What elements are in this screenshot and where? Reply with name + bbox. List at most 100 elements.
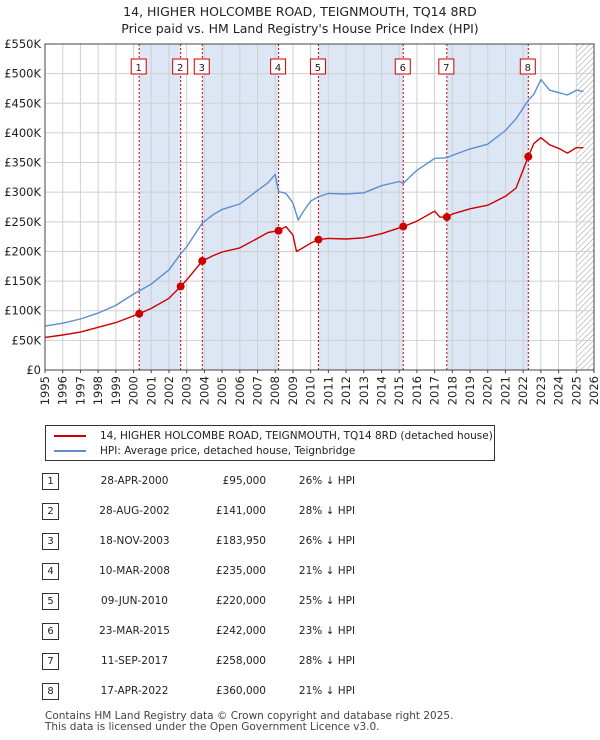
legend-swatch-property bbox=[54, 435, 86, 437]
sale-number-badge: 3 bbox=[42, 533, 59, 550]
sale-marker-label: 6 bbox=[400, 63, 406, 74]
sale-marker-label: 4 bbox=[275, 63, 281, 74]
sale-price: £235,000 bbox=[215, 565, 266, 577]
x-tick-label: 2025 bbox=[569, 376, 583, 405]
x-tick-label: 2018 bbox=[445, 376, 459, 405]
x-tick-label: 1995 bbox=[38, 376, 52, 405]
sale-number-badge: 1 bbox=[42, 473, 59, 490]
sale-marker-box bbox=[130, 58, 147, 75]
sale-marker-label: 7 bbox=[443, 63, 449, 74]
x-tick-label: 2006 bbox=[233, 376, 247, 405]
table-row: 4 10-MAR-2008 £235,000 21% ↓ HPI bbox=[42, 562, 482, 582]
sale-number-badge: 4 bbox=[42, 563, 59, 580]
shaded-period bbox=[318, 44, 404, 370]
sale-hpi-diff: 26% ↓ HPI bbox=[298, 475, 356, 487]
x-tick-label: 2001 bbox=[144, 376, 158, 405]
x-tick-label: 2005 bbox=[215, 376, 229, 405]
y-tick-label: £350K bbox=[4, 156, 41, 170]
x-tick-label: 2010 bbox=[304, 376, 318, 405]
x-tick-label: 2014 bbox=[374, 376, 388, 405]
footer-line2: This data is licensed under the Open Gov… bbox=[45, 721, 380, 733]
footer: Contains HM Land Registry data © Crown c… bbox=[45, 711, 453, 733]
x-tick-label: 2007 bbox=[251, 376, 265, 405]
x-tick-label: 2000 bbox=[127, 376, 141, 405]
y-tick-label: £200K bbox=[4, 244, 41, 258]
sale-point bbox=[314, 235, 323, 244]
x-tick-label: 2008 bbox=[268, 376, 282, 405]
sale-point bbox=[198, 256, 207, 265]
sale-date: 10-MAR-2008 bbox=[99, 565, 170, 577]
sale-hpi-diff: 25% ↓ HPI bbox=[298, 595, 356, 607]
x-tick-label: 2004 bbox=[197, 376, 211, 405]
y-tick-label: £150K bbox=[4, 274, 41, 288]
table-row: 7 11-SEP-2017 £258,000 28% ↓ HPI bbox=[42, 652, 482, 672]
x-tick-label: 1996 bbox=[56, 376, 70, 405]
x-tick-label: 2013 bbox=[357, 376, 371, 405]
plot-frame bbox=[44, 43, 595, 371]
footer-line1: Contains HM Land Registry data © Crown c… bbox=[45, 710, 454, 722]
y-tick-label: £500K bbox=[4, 67, 41, 81]
chart-title-line1: 14, HIGHER HOLCOMBE ROAD, TEIGNMOUTH, TQ… bbox=[123, 4, 477, 19]
sale-marker-box bbox=[270, 58, 287, 75]
sale-point bbox=[274, 226, 283, 235]
sale-hpi-diff: 28% ↓ HPI bbox=[298, 505, 356, 517]
sale-date: 23-MAR-2015 bbox=[99, 625, 170, 637]
x-tick-label: 2009 bbox=[286, 376, 300, 405]
sale-price: £95,000 bbox=[222, 475, 266, 487]
table-row: 2 28-AUG-2002 £141,000 28% ↓ HPI bbox=[42, 502, 482, 522]
sale-hpi-diff: 23% ↓ HPI bbox=[298, 625, 356, 637]
x-tick-label: 2019 bbox=[463, 376, 477, 405]
sale-marker-label: 5 bbox=[315, 63, 321, 74]
hpi-line bbox=[44, 78, 584, 327]
x-tick-label: 1998 bbox=[91, 376, 105, 405]
chart-title: 14, HIGHER HOLCOMBE ROAD, TEIGNMOUTH, TQ… bbox=[0, 3, 600, 37]
sale-marker-label: 8 bbox=[525, 63, 531, 74]
sale-date: 18-NOV-2003 bbox=[99, 535, 170, 547]
sale-marker-box bbox=[172, 58, 189, 75]
x-tick-label: 2015 bbox=[392, 376, 406, 405]
sale-date: 09-JUN-2010 bbox=[101, 595, 168, 607]
legend-swatch-hpi bbox=[54, 450, 86, 452]
sale-point bbox=[176, 282, 185, 291]
sale-number-badge: 7 bbox=[42, 653, 59, 670]
x-tick-label: 2016 bbox=[410, 376, 424, 405]
sale-date: 28-APR-2000 bbox=[100, 475, 169, 487]
x-tick-label: 2024 bbox=[552, 376, 566, 405]
sale-price: £242,000 bbox=[215, 625, 266, 637]
sale-marker-label: 3 bbox=[199, 63, 205, 74]
sale-point bbox=[399, 222, 408, 231]
sale-price: £183,950 bbox=[215, 535, 266, 547]
sale-marker-box bbox=[193, 58, 210, 75]
sale-marker-box bbox=[519, 58, 536, 75]
sale-date: 28-AUG-2002 bbox=[99, 505, 170, 517]
x-tick-label: 2021 bbox=[498, 376, 512, 405]
legend: 14, HIGHER HOLCOMBE ROAD, TEIGNMOUTH, TQ… bbox=[45, 425, 495, 461]
sale-number-badge: 5 bbox=[42, 593, 59, 610]
sale-marker-box bbox=[394, 58, 411, 75]
table-row: 1 28-APR-2000 £95,000 26% ↓ HPI bbox=[42, 472, 482, 492]
sale-marker-label: 1 bbox=[136, 63, 142, 74]
legend-item-hpi: HPI: Average price, detached house, Teig… bbox=[54, 444, 355, 458]
y-tick-label: £0 bbox=[26, 363, 41, 377]
sale-date: 11-SEP-2017 bbox=[100, 655, 169, 667]
sale-date: 17-APR-2022 bbox=[100, 685, 169, 697]
x-tick-label: 2012 bbox=[339, 376, 353, 405]
sale-marker-box bbox=[438, 58, 455, 75]
sale-point bbox=[524, 152, 533, 161]
x-tick-label: 2020 bbox=[481, 376, 495, 405]
x-tick-label: 2026 bbox=[587, 376, 600, 405]
sale-number-badge: 8 bbox=[42, 683, 59, 700]
table-row: 5 09-JUN-2010 £220,000 25% ↓ HPI bbox=[42, 592, 482, 612]
x-tick-label: 2002 bbox=[162, 376, 176, 405]
table-row: 3 18-NOV-2003 £183,950 26% ↓ HPI bbox=[42, 532, 482, 552]
sale-price: £141,000 bbox=[215, 505, 266, 517]
y-tick-label: £300K bbox=[4, 185, 41, 199]
table-row: 6 23-MAR-2015 £242,000 23% ↓ HPI bbox=[42, 622, 482, 642]
sale-price: £220,000 bbox=[215, 595, 266, 607]
x-tick-label: 2017 bbox=[428, 376, 442, 405]
x-tick-label: 2022 bbox=[516, 376, 530, 405]
sale-hpi-diff: 26% ↓ HPI bbox=[298, 535, 356, 547]
x-tick-label: 1997 bbox=[73, 376, 87, 405]
sale-number-badge: 2 bbox=[42, 503, 59, 520]
x-tick-label: 2023 bbox=[534, 376, 548, 405]
